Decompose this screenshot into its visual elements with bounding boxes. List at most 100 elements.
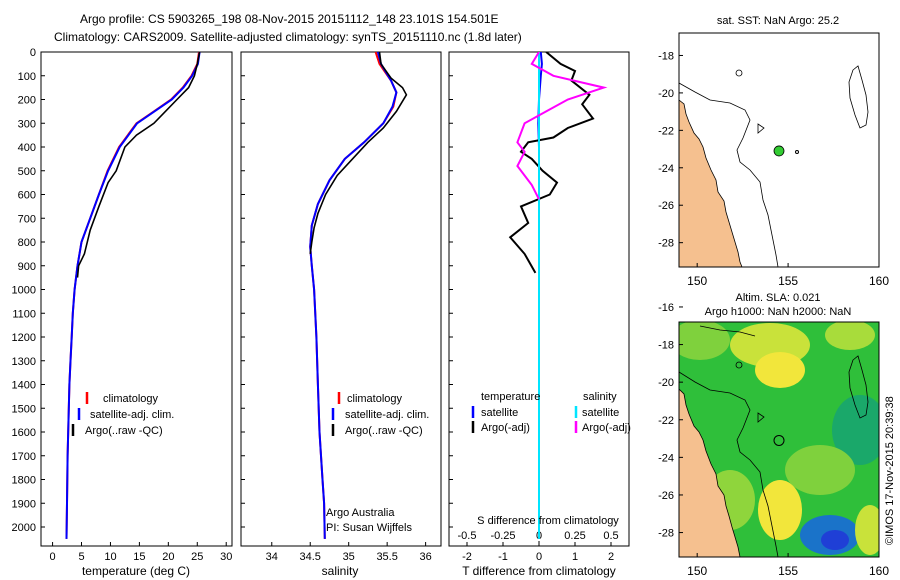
- sst-reef-outline: [848, 65, 869, 129]
- sla-anomaly: [825, 322, 875, 350]
- argo-float-marker: [773, 434, 785, 446]
- s-difference-label: S difference from climatology: [477, 515, 619, 527]
- sla-anomaly: [679, 322, 730, 360]
- s-tick-label: -0.5: [458, 530, 477, 542]
- salinity-xlabel: salinity: [322, 564, 359, 578]
- series-line-climatology: [65, 52, 200, 539]
- depth-tick-label: 700: [18, 213, 36, 225]
- legend-t-argo: Argo(-adj): [481, 422, 530, 434]
- t-difference-label: T difference from climatology: [462, 564, 616, 578]
- legend-title-temperature: temperature: [481, 391, 540, 403]
- map-x-tick-label: 150: [687, 564, 707, 578]
- temperature-xlabel: temperature (deg C): [82, 564, 190, 578]
- series-line-satellite-adj-clim-: [65, 52, 201, 539]
- s-tick-label: -0.25: [490, 530, 515, 542]
- argo-float-marker: [773, 145, 785, 157]
- map-x-tick-label: 155: [778, 274, 798, 288]
- x-tick-label: -2: [462, 551, 472, 563]
- x-tick-label: 10: [104, 551, 116, 563]
- temperature-x-axis: 0 5 10 15 20 25 30: [50, 542, 232, 563]
- depth-tick-label: 1000: [12, 285, 36, 297]
- salinity-legend: climatology satellite-adj. clim. Argo(..…: [331, 392, 429, 437]
- sla-reef-outline: [848, 355, 869, 419]
- sst-map-content: [679, 33, 879, 267]
- sla-map-title1: Altim. SLA: 0.021: [736, 292, 821, 304]
- series-line-climatology: [309, 52, 398, 539]
- x-tick-label: 35.5: [376, 551, 397, 563]
- map-y-tick-label: -24: [658, 452, 674, 464]
- header-line1: Argo profile: CS 5903265_198 08-Nov-2015…: [80, 12, 499, 26]
- sst-island: [795, 150, 799, 154]
- depth-tick-label: 0: [30, 47, 36, 59]
- depth-tick-label: 1900: [12, 498, 36, 510]
- depth-tick-label: 1100: [12, 308, 36, 320]
- map-y-tick-label: -18: [658, 50, 674, 62]
- legend-s-satellite: satellite: [582, 407, 619, 419]
- s-tick-label: 0.5: [603, 530, 618, 542]
- map-y-tick-label: -20: [658, 88, 674, 100]
- map-y-tick-label: -20: [658, 377, 674, 389]
- map-y-tick-label: -22: [658, 125, 674, 137]
- depth-tick-label: 1200: [12, 332, 36, 344]
- x-tick-label: 20: [162, 551, 174, 563]
- map-x-tick-label: 150: [687, 274, 707, 288]
- header-line2: Climatology: CARS2009. Satellite-adjuste…: [54, 30, 522, 44]
- depth-tick-label: 1500: [12, 403, 36, 415]
- sst-australia-land: [679, 99, 743, 267]
- sla-anomaly: [832, 395, 879, 465]
- map-y-tick-label: -22: [658, 415, 674, 427]
- sla-map-content: [679, 322, 879, 557]
- sla-isobath: [679, 371, 779, 557]
- legend-title-salinity: salinity: [583, 391, 617, 403]
- legend-t-satellite: satellite: [481, 407, 518, 419]
- depth-tick-label: 300: [18, 118, 36, 130]
- legend-climatology: climatology: [103, 393, 159, 405]
- depth-tick-label: 1400: [12, 380, 36, 392]
- x-tick-label: 5: [78, 551, 84, 563]
- sla-island: [757, 412, 765, 423]
- sla-anomaly: [755, 352, 805, 388]
- depth-tick-label: 1800: [12, 475, 36, 487]
- series-line-satellite-adj-clim-: [309, 52, 398, 539]
- pi-label: PI: Susan Wijffels: [326, 522, 412, 534]
- difference-legend: temperature salinity satellite Argo(-adj…: [471, 391, 631, 434]
- legend-climatology: climatology: [347, 393, 403, 405]
- depth-tick-label: 900: [18, 261, 36, 273]
- sla-contour: [699, 325, 756, 337]
- s-tick-label: 0.25: [564, 530, 585, 542]
- map-y-tick-label: -26: [658, 490, 674, 502]
- sla-map-title2: Argo h1000: NaN h2000: NaN: [705, 306, 852, 318]
- sla-island: [735, 361, 743, 369]
- x-tick-label: 0: [50, 551, 56, 563]
- sla-anomaly: [821, 530, 849, 550]
- sst-map-title: sat. SST: NaN Argo: 25.2: [717, 15, 839, 27]
- temperature-legend: climatology satellite-adj. clim. Argo(..…: [71, 392, 174, 437]
- x-tick-label: 34: [266, 551, 278, 563]
- institution-label: Argo Australia: [326, 507, 395, 519]
- map-x-tick-label: 160: [869, 274, 889, 288]
- map-x-tick-label: 155: [778, 564, 798, 578]
- map-y-tick-label: -24: [658, 163, 674, 175]
- x-tick-label: -1: [498, 551, 508, 563]
- sla-australia-land: [679, 388, 741, 557]
- x-tick-label: 35: [343, 551, 355, 563]
- legend-satellite: satellite-adj. clim.: [345, 409, 429, 421]
- temperature-axes: [40, 51, 233, 547]
- series-line-temperature-argo-adj-: [508, 52, 595, 274]
- temperature-lines: [65, 52, 201, 539]
- salinity-lines: [309, 52, 408, 539]
- sla-anomaly: [758, 480, 802, 540]
- map-y-tick-label: -16: [658, 302, 674, 314]
- x-tick-label: 0: [536, 551, 542, 563]
- salinity-x-axis: 34 34.5 35 35.5 36: [266, 542, 432, 563]
- legend-argo: Argo(..raw -QC): [345, 425, 423, 437]
- depth-tick-label: 100: [18, 71, 36, 83]
- map-y-tick-label: -26: [658, 200, 674, 212]
- series-line-argo-raw-qc-: [76, 52, 201, 278]
- map-y-tick-label: -28: [658, 238, 674, 250]
- sst-isobath: [679, 82, 779, 267]
- depth-tick-label: 400: [18, 142, 36, 154]
- map-y-tick-label: -18: [658, 340, 674, 352]
- map-x-tick-label: 160: [869, 564, 889, 578]
- legend-argo: Argo(..raw -QC): [85, 425, 163, 437]
